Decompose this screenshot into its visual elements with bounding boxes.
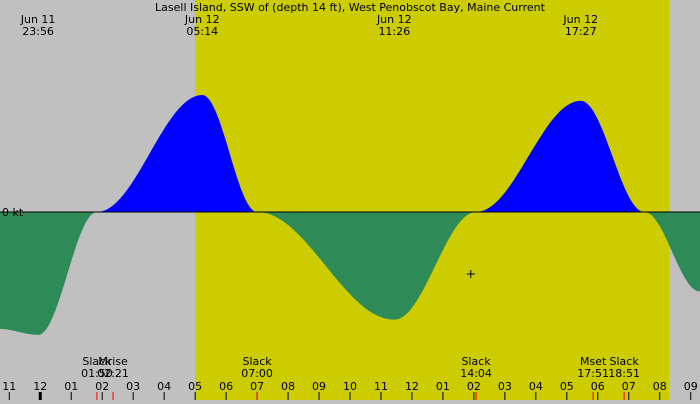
event-time-1: 02:21 [97, 367, 129, 380]
hour-tick-label-16: 03 [498, 380, 512, 393]
event-label-3: Slack [461, 355, 491, 368]
hour-tick-label-20: 07 [622, 380, 636, 393]
chart-title: Lasell Island, SSW of (depth 14 ft), Wes… [155, 1, 546, 14]
flood-area-3 [476, 100, 645, 212]
event-time-5: 18:51 [608, 367, 640, 380]
hour-tick-label-9: 08 [281, 380, 295, 393]
hour-tick-label-22: 09 [684, 380, 698, 393]
event-label-2: Slack [242, 355, 272, 368]
event-time-2: 07:00 [241, 367, 273, 380]
top-label-time-2: 11:26 [378, 25, 410, 38]
ebb-area-0 [0, 212, 97, 335]
hour-tick-label-19: 06 [591, 380, 605, 393]
hour-tick-label-8: 07 [250, 380, 264, 393]
top-label-date-2: Jun 12 [376, 13, 412, 26]
hour-tick-label-6: 05 [188, 380, 202, 393]
hour-tick-label-1: 12 [33, 380, 47, 393]
event-label-4: Mset [580, 355, 607, 368]
hour-tick-label-3: 02 [95, 380, 109, 393]
hour-tick-label-11: 10 [343, 380, 357, 393]
hour-tick-label-7: 06 [219, 380, 233, 393]
ebb-area-2 [257, 212, 477, 320]
top-label-date-1: Jun 12 [184, 13, 220, 26]
flood-area-1 [96, 95, 258, 212]
hour-tick-label-17: 04 [529, 380, 543, 393]
top-label-date-3: Jun 12 [562, 13, 598, 26]
event-time-0: 01:50 [81, 367, 113, 380]
hour-tick-label-18: 05 [560, 380, 574, 393]
hour-tick-label-15: 02 [467, 380, 481, 393]
zero-kt-label: 0 kt [2, 206, 24, 219]
hour-tick-label-13: 12 [405, 380, 419, 393]
hour-tick-label-12: 11 [374, 380, 388, 393]
ebb-area-4 [644, 212, 700, 292]
hour-tick-label-0: 11 [2, 380, 16, 393]
event-label-5: Slack [610, 355, 640, 368]
event-label-0: Slack [82, 355, 112, 368]
top-label-date-0: Jun 11 [20, 13, 56, 26]
hour-tick-label-2: 01 [64, 380, 78, 393]
top-label-time-1: 05:14 [186, 25, 218, 38]
event-time-3: 14:04 [460, 367, 492, 380]
top-label-time-3: 17:27 [565, 25, 597, 38]
hour-tick-label-14: 01 [436, 380, 450, 393]
top-label-time-0: 23:56 [22, 25, 54, 38]
event-label-1: Mrise [98, 355, 128, 368]
hour-tick-label-21: 08 [653, 380, 667, 393]
hour-tick-label-10: 09 [312, 380, 326, 393]
hour-tick-label-5: 04 [157, 380, 171, 393]
hour-tick-label-4: 03 [126, 380, 140, 393]
event-time-4: 17:51 [577, 367, 609, 380]
